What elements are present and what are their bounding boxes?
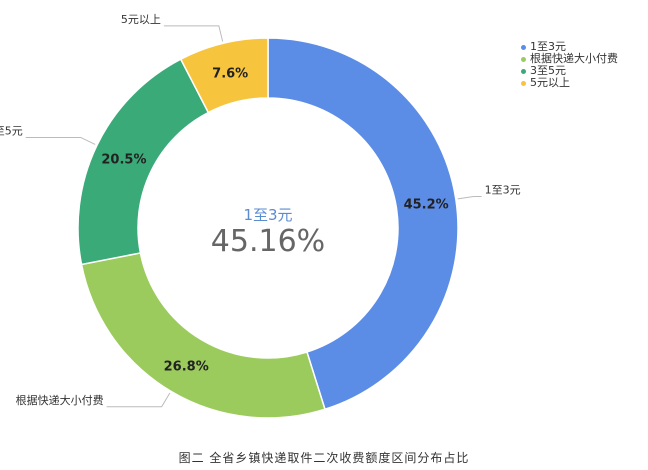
chart-legend: 1至3元 根据快递大小付费 3至5元 5元以上 <box>521 41 618 89</box>
donut-slice-1 <box>80 252 326 419</box>
legend-item-3[interactable]: 5元以上 <box>521 77 618 89</box>
legend-item-1[interactable]: 根据快递大小付费 <box>521 53 618 65</box>
donut-slice-0 <box>267 37 459 411</box>
slice-percent-label-3: 7.6% <box>212 67 248 82</box>
slice-percent-label-0: 45.2% <box>404 198 449 213</box>
legend-label-3: 5元以上 <box>530 76 570 89</box>
legend-marker-1 <box>521 56 526 62</box>
donut-slices <box>77 37 459 419</box>
leader-line-3 <box>163 25 224 42</box>
legend-marker-2 <box>521 68 526 74</box>
legend-marker-0 <box>521 44 526 50</box>
slice-category-label-1: 根据快递大小付费 <box>16 393 104 407</box>
leader-lines <box>25 25 482 408</box>
slice-percent-labels: 45.2% 26.8% 20.5% 7.6% <box>101 67 448 375</box>
legend-item-0[interactable]: 1至3元 <box>521 41 618 53</box>
legend-marker-3 <box>521 80 526 86</box>
slice-percent-label-1: 26.8% <box>164 360 209 375</box>
leader-line-2 <box>25 136 96 145</box>
legend-label-2: 3至5元 <box>530 64 566 77</box>
legend-label-0: 1至3元 <box>530 40 566 53</box>
center-value-label: 45.16% <box>211 224 325 259</box>
leader-line-1 <box>106 392 171 408</box>
legend-label-1: 根据快递大小付费 <box>530 52 618 65</box>
figure-caption: 图二 全省乡镇快递取件二次收费额度区间分布占比 <box>178 451 470 465</box>
donut-slice-3 <box>179 37 269 114</box>
legend-item-2[interactable]: 3至5元 <box>521 65 618 77</box>
slice-category-label-0: 1至3元 <box>485 183 521 196</box>
slice-category-label-2: 3至5元 <box>0 124 23 137</box>
center-category-label: 1至3元 <box>243 206 292 224</box>
slice-percent-label-2: 20.5% <box>101 152 146 167</box>
leader-line-0 <box>457 195 482 200</box>
slice-category-label-3: 5元以上 <box>121 13 161 26</box>
